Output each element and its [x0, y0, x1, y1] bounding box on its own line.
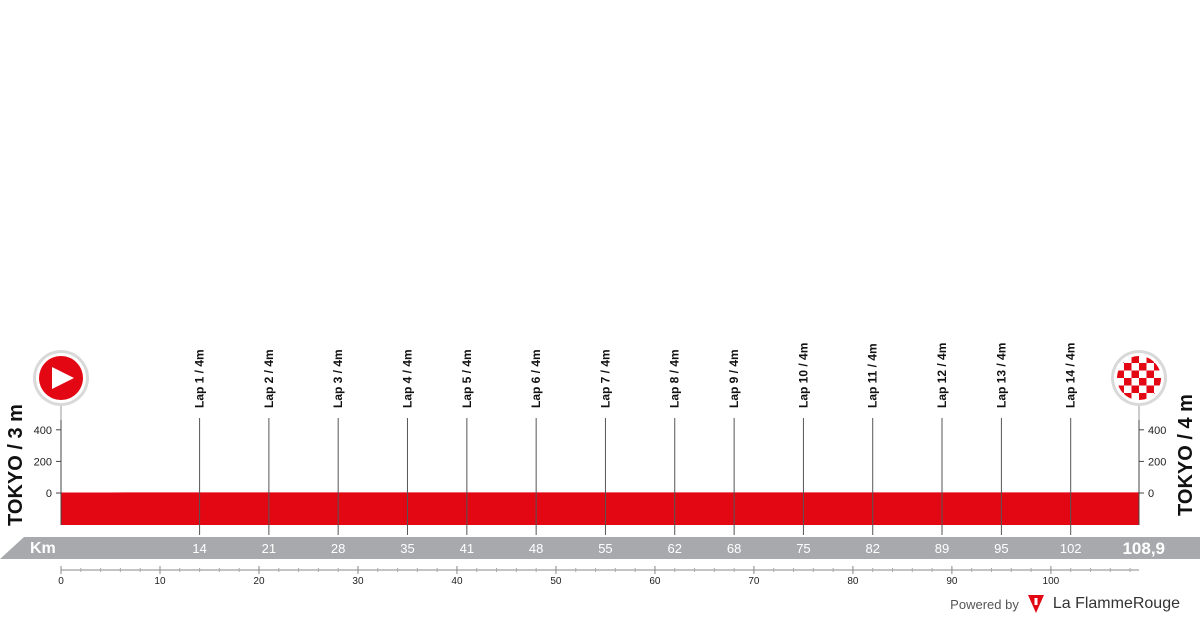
footer-branding: Powered by La FlammeRouge — [950, 592, 1180, 616]
lap-km-label: 48 — [529, 541, 543, 556]
finish-checker-square — [1117, 385, 1124, 393]
lap-marker-label: Lap 12 / 4m — [935, 343, 949, 408]
lap-km-label: 35 — [400, 541, 414, 556]
y-tick-label-right: 0 — [1148, 488, 1154, 500]
finish-checker-square — [1124, 393, 1132, 400]
lap-marker-label: Lap 9 / 4m — [727, 349, 741, 408]
km-axis-tick-label: 90 — [946, 576, 958, 587]
finish-checker-square — [1124, 370, 1132, 378]
finish-checker-square — [1117, 370, 1124, 378]
lap-km-label: 14 — [192, 541, 206, 556]
km-axis-tick-label: 40 — [451, 576, 463, 587]
finish-checker-square — [1131, 370, 1139, 378]
finish-checker-square — [1131, 385, 1139, 393]
lap-marker-label: Lap 5 / 4m — [460, 349, 474, 408]
finish-checker-square — [1154, 378, 1161, 386]
y-tick-label-left: 200 — [34, 456, 52, 468]
finish-checker-square — [1139, 363, 1147, 371]
finish-checker-square — [1146, 363, 1154, 371]
lap-marker-label: Lap 14 / 4m — [1064, 343, 1078, 408]
lap-marker-label: Lap 4 / 4m — [400, 349, 414, 408]
km-axis-tick-label: 100 — [1043, 576, 1060, 587]
lap-km-label: 21 — [262, 541, 276, 556]
start-location-label: TOKYO / 3 m — [5, 404, 27, 526]
lap-km-label: 89 — [935, 541, 949, 556]
finish-checker-square — [1146, 356, 1154, 363]
brand-name: La FlammeRouge — [1052, 595, 1180, 612]
lap-km-label: 68 — [727, 541, 741, 556]
lap-marker-label: Lap 3 / 4m — [331, 349, 345, 408]
finish-checker-square — [1124, 363, 1132, 371]
finish-checker-square — [1154, 385, 1161, 393]
km-axis-tick-label: 60 — [649, 576, 661, 587]
total-distance-label: 108,9 — [1122, 539, 1165, 558]
lap-marker-label: Lap 6 / 4m — [529, 349, 543, 408]
finish-checker-square — [1117, 378, 1124, 386]
finish-checker-square — [1139, 378, 1147, 386]
lap-km-label: 41 — [460, 541, 474, 556]
y-tick-label-left: 0 — [46, 488, 52, 500]
finish-checker-square — [1154, 363, 1161, 371]
finish-checker-square — [1131, 393, 1139, 400]
km-axis-tick-label: 50 — [550, 576, 562, 587]
y-tick-label-left: 400 — [34, 425, 52, 437]
km-axis-tick-label: 70 — [748, 576, 760, 587]
y-tick-label-right: 400 — [1148, 425, 1166, 437]
finish-checker-square — [1117, 363, 1124, 371]
powered-by-label: Powered by — [950, 596, 1019, 612]
lap-km-label: 75 — [796, 541, 810, 556]
finish-checker-square — [1146, 385, 1154, 393]
lap-km-label: 28 — [331, 541, 345, 556]
lap-km-label: 82 — [865, 541, 879, 556]
lap-marker-label: Lap 11 / 4m — [866, 343, 880, 408]
finish-checker-square — [1146, 393, 1154, 400]
finish-checker-square — [1131, 378, 1139, 386]
km-axis-tick-label: 80 — [847, 576, 859, 587]
finish-checker-square — [1124, 385, 1132, 393]
km-axis-tick-label: 20 — [253, 576, 265, 587]
finish-checker-square — [1139, 393, 1147, 400]
lap-marker-label: Lap 1 / 4m — [193, 349, 207, 408]
lap-km-label: 95 — [994, 541, 1008, 556]
km-axis-tick-label: 0 — [58, 576, 64, 587]
lap-km-label: 55 — [598, 541, 612, 556]
finish-checker-square — [1154, 370, 1161, 378]
finish-checker-square — [1131, 363, 1139, 371]
lap-marker-label: Lap 10 / 4m — [796, 343, 810, 408]
finish-location-label: TOKYO / 4 m — [1175, 394, 1197, 516]
lap-marker-label: Lap 8 / 4m — [668, 349, 682, 408]
lap-km-label: 102 — [1060, 541, 1082, 556]
y-tick-label-right: 200 — [1148, 456, 1166, 468]
km-axis-tick-label: 10 — [154, 576, 166, 587]
elevation-profile-area — [61, 492, 1139, 525]
lap-marker-label: Lap 7 / 4m — [598, 349, 612, 408]
finish-checker-square — [1139, 385, 1147, 393]
km-axis-tick-label: 30 — [352, 576, 364, 587]
lap-marker-label: Lap 2 / 4m — [262, 349, 276, 408]
finish-checker-square — [1131, 356, 1139, 363]
finish-checker-square — [1146, 378, 1154, 386]
finish-checker-square — [1124, 378, 1132, 386]
finish-checker-square — [1139, 370, 1147, 378]
km-band — [0, 537, 1200, 559]
flamme-rouge-logo-icon — [1027, 594, 1045, 614]
km-band-title: Km — [30, 540, 56, 557]
finish-checker-square — [1124, 356, 1132, 363]
finish-checker-square — [1139, 356, 1147, 363]
lap-marker-label: Lap 13 / 4m — [994, 343, 1008, 408]
start-flag-icon-arrow — [52, 367, 74, 389]
finish-checker-square — [1146, 370, 1154, 378]
lap-km-label: 62 — [668, 541, 682, 556]
